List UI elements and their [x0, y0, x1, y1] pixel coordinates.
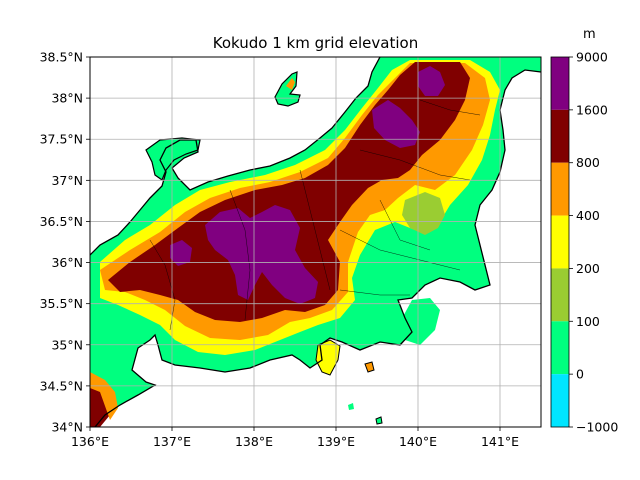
- izu-peninsula: [315, 339, 341, 376]
- land-purple: [205, 205, 318, 304]
- land-purple-ne: [418, 66, 445, 96]
- lon-tick-label: 138°E: [235, 434, 273, 449]
- lat-tick-label: 37°N: [51, 173, 83, 188]
- izu-oshima: [364, 361, 375, 373]
- lat-tick-label: 34.5°N: [40, 378, 83, 393]
- lat-tick-label: 35°N: [51, 337, 83, 352]
- map-title: Kokudo 1 km grid elevation: [212, 34, 419, 52]
- lat-tick-label: 37.5°N: [40, 132, 83, 147]
- lat-tick-label: 35.5°N: [40, 296, 83, 311]
- colorbar-tick-label: 9000: [576, 50, 608, 65]
- colorbar-tick-label: 100: [576, 314, 600, 329]
- colorbar-tick-label: 200: [576, 261, 600, 276]
- lon-tick-label: 137°E: [153, 434, 191, 449]
- colorbar-segment: [551, 215, 569, 269]
- colorbar-tick-label: 800: [576, 155, 600, 170]
- lon-tick-label: 139°E: [317, 434, 355, 449]
- small-island-2: [348, 403, 354, 410]
- colorbar-segment: [551, 109, 569, 163]
- colorbar-frame: [550, 56, 570, 428]
- latitude-axis: 38.5°N 38°N 37.5°N 37°N 36.5°N 36°N 35.5°N 35°N…: [40, 50, 90, 435]
- colorbar-tick-label: −1000: [576, 420, 618, 435]
- colorbar-tick-label: 0: [576, 367, 584, 382]
- colorbar-tick-label: 1600: [576, 102, 608, 117]
- prefecture-borders: [149, 99, 481, 331]
- elevation-layer: [90, 57, 541, 427]
- lon-tick-label: 136°E: [71, 434, 109, 449]
- coastline: [90, 57, 381, 256]
- land-purple-north: [372, 100, 420, 148]
- colorbar-segment: [551, 162, 569, 216]
- colorbar: 9000 1600 800 400 200 100 0 −1000: [550, 50, 618, 435]
- southwest-orange-coast: [90, 372, 118, 420]
- lat-tick-label: 34°N: [51, 420, 83, 435]
- sado-island-core: [286, 78, 295, 90]
- colorbar-segment: [551, 321, 569, 375]
- lat-tick-label: 36°N: [51, 255, 83, 270]
- lon-tick-label: 140°E: [399, 434, 437, 449]
- colorbar-segment: [551, 374, 569, 427]
- small-island-south: [375, 416, 383, 425]
- colorbar-segment: [551, 57, 569, 110]
- longitude-axis: 136°E 137°E 138°E 139°E 140°E 141°E: [71, 427, 519, 449]
- noto-peninsula: [145, 137, 201, 181]
- colorbar-segment: [551, 268, 569, 322]
- southwest-red-coast: [90, 385, 110, 427]
- land-purple-west: [170, 240, 192, 266]
- lat-tick-label: 38°N: [51, 91, 83, 106]
- colorbar-unit: m: [583, 27, 596, 42]
- colorbar-tick-label: 400: [576, 208, 600, 223]
- lon-tick-label: 141°E: [481, 434, 519, 449]
- coastline-east: [94, 69, 541, 427]
- land-olive: [402, 192, 445, 235]
- lat-tick-label: 38.5°N: [40, 50, 83, 65]
- lat-tick-label: 36.5°N: [40, 214, 83, 229]
- map-frame: [89, 56, 542, 428]
- sado-island: [274, 71, 301, 107]
